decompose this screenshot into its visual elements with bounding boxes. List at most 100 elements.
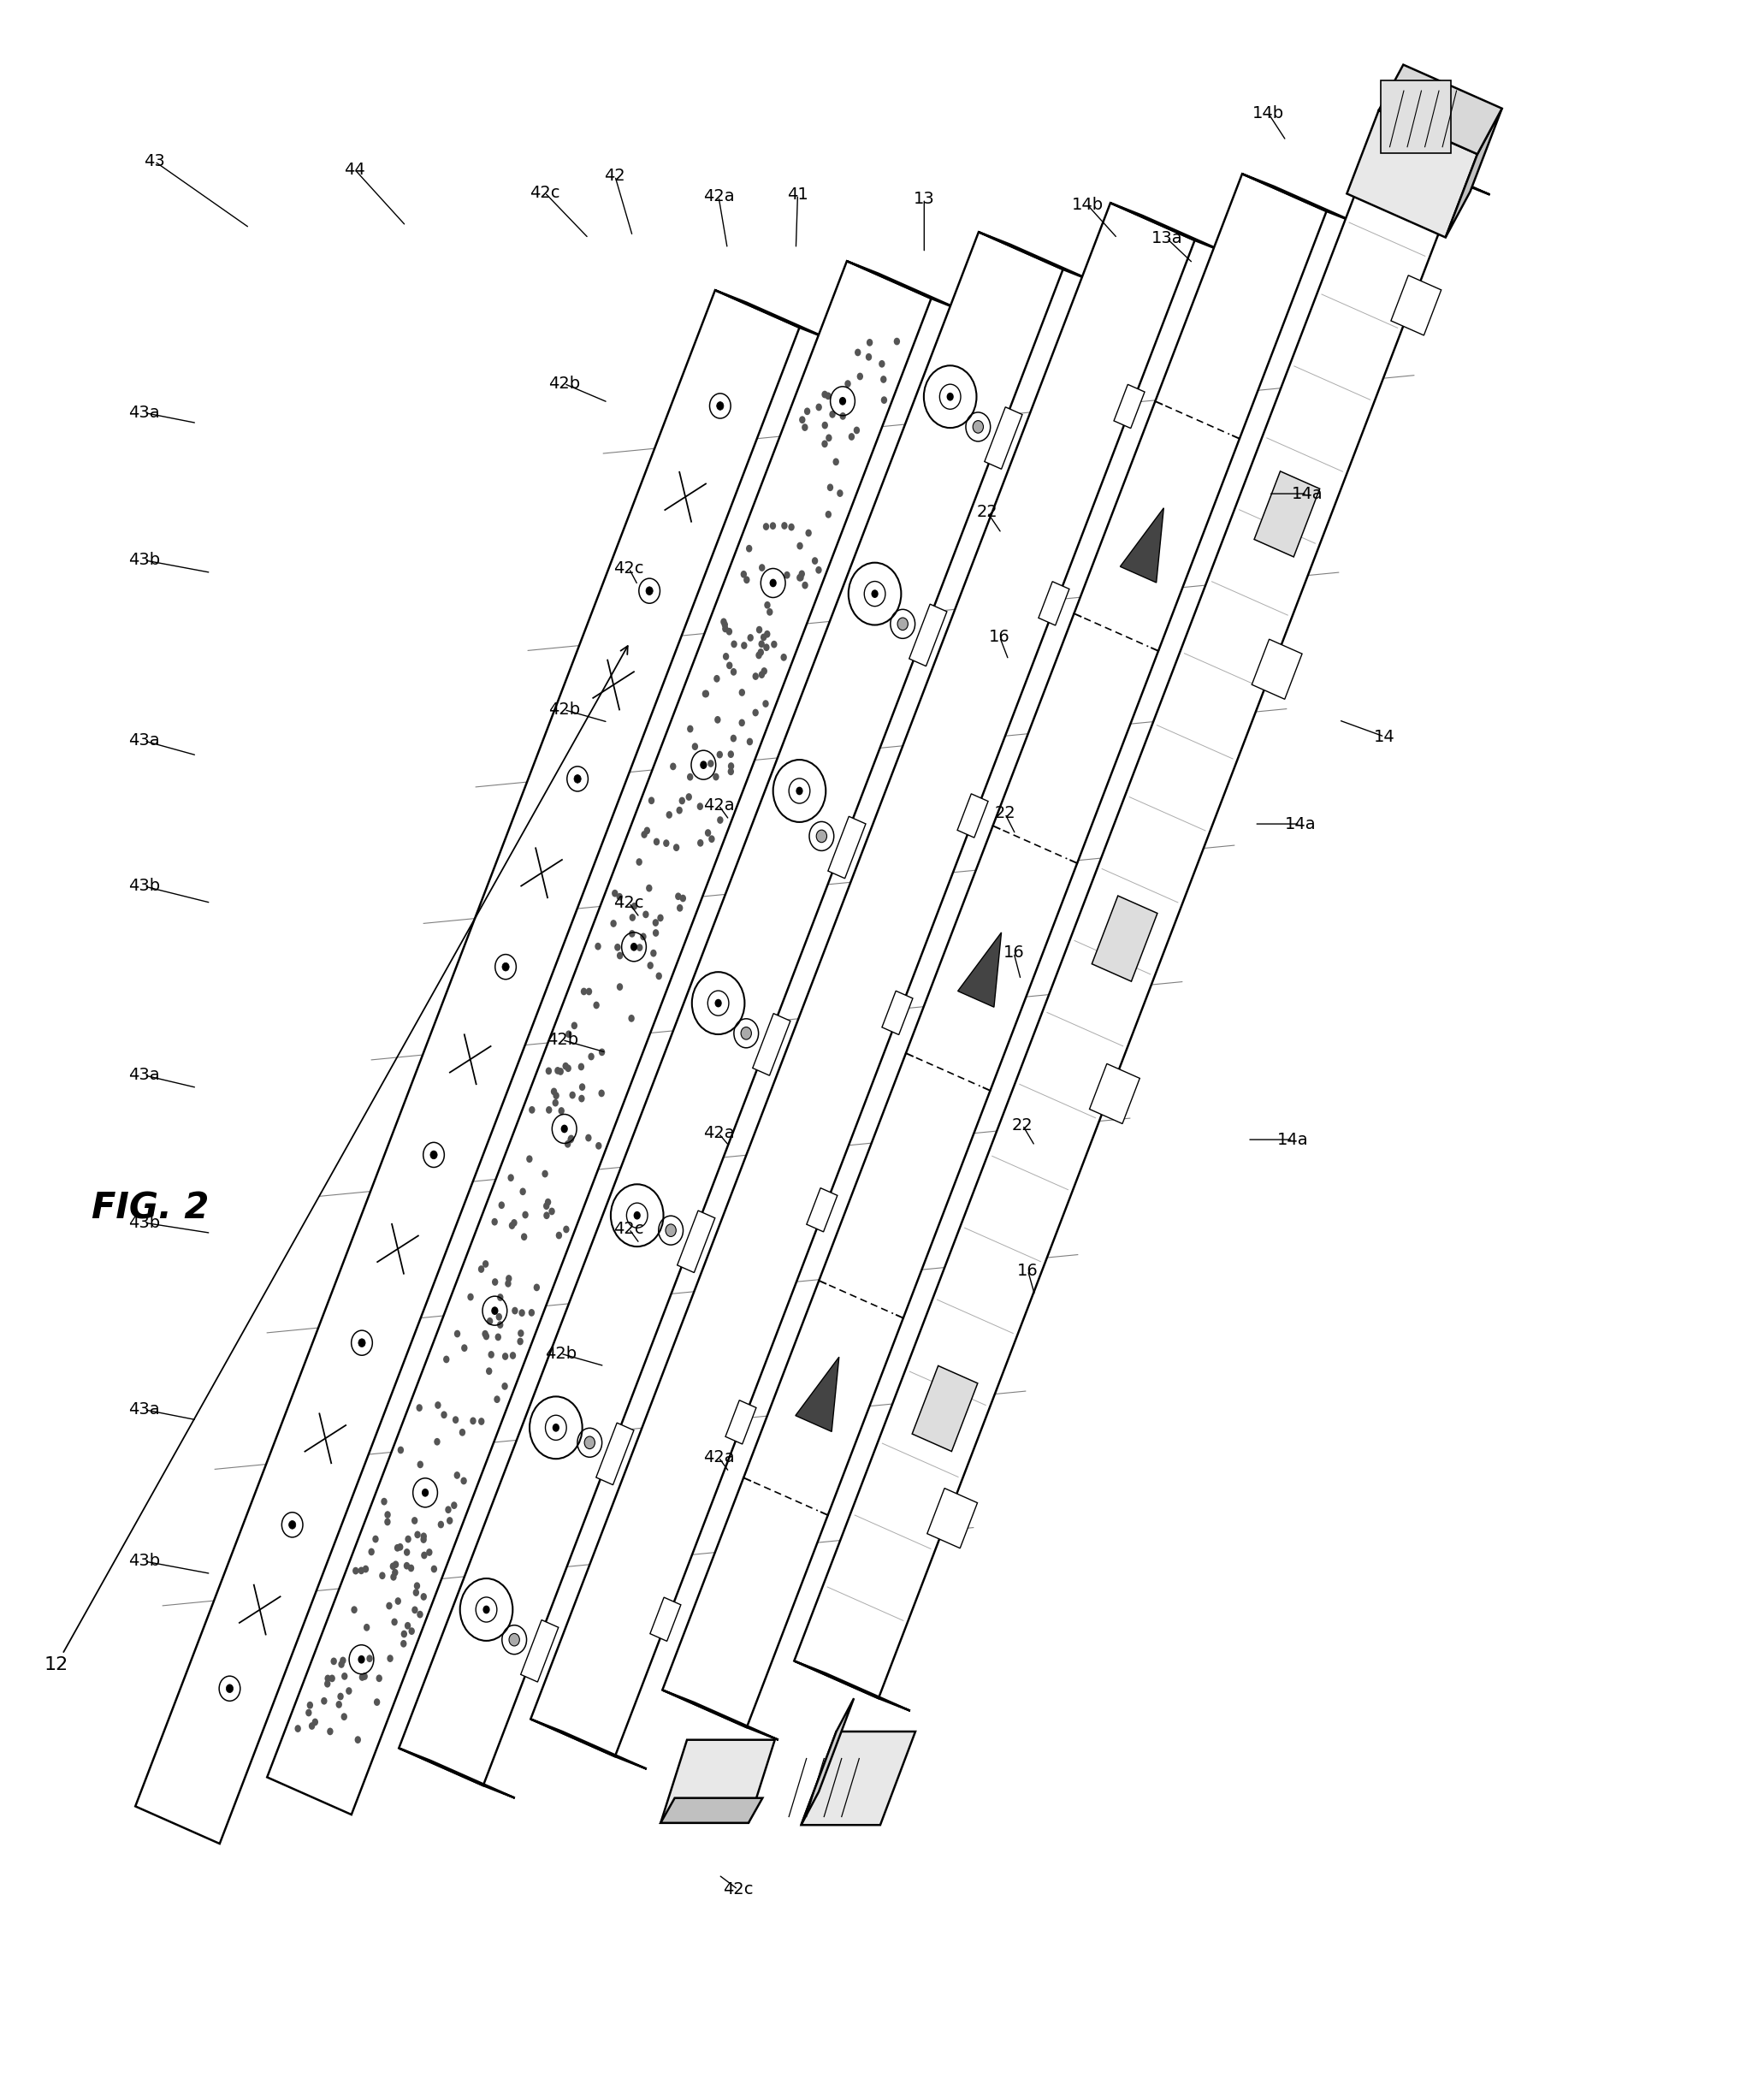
Circle shape: [721, 621, 729, 629]
Circle shape: [801, 423, 808, 431]
Circle shape: [579, 1063, 584, 1071]
Circle shape: [653, 929, 660, 936]
Circle shape: [342, 1673, 348, 1680]
Circle shape: [658, 915, 663, 921]
Circle shape: [729, 750, 734, 759]
Circle shape: [337, 1692, 344, 1701]
Circle shape: [557, 1067, 564, 1075]
Circle shape: [386, 1603, 392, 1609]
Text: 42a: 42a: [702, 796, 734, 813]
Polygon shape: [1445, 108, 1501, 238]
Circle shape: [630, 942, 637, 950]
Text: 42c: 42c: [723, 1882, 753, 1899]
Circle shape: [430, 1565, 437, 1573]
Circle shape: [637, 944, 642, 950]
Circle shape: [483, 1605, 490, 1613]
Circle shape: [517, 1330, 524, 1338]
Circle shape: [485, 1367, 492, 1375]
Circle shape: [702, 690, 709, 698]
Circle shape: [617, 952, 623, 959]
Circle shape: [404, 1621, 411, 1630]
Circle shape: [866, 340, 873, 346]
Text: 42a: 42a: [702, 188, 734, 204]
Circle shape: [614, 944, 621, 950]
Circle shape: [972, 421, 983, 433]
Circle shape: [815, 567, 822, 573]
Circle shape: [307, 1701, 314, 1709]
Circle shape: [617, 984, 623, 990]
Polygon shape: [662, 1740, 774, 1824]
Text: 42b: 42b: [549, 702, 580, 717]
Text: 42a: 42a: [702, 1125, 734, 1142]
Text: 13: 13: [914, 190, 935, 206]
Circle shape: [362, 1673, 367, 1680]
Circle shape: [379, 1571, 386, 1580]
Polygon shape: [1252, 640, 1302, 700]
Text: 43a: 43a: [129, 404, 161, 421]
Circle shape: [827, 483, 833, 492]
Circle shape: [632, 902, 637, 911]
Text: 42b: 42b: [547, 1032, 579, 1048]
Circle shape: [413, 1588, 420, 1596]
Circle shape: [878, 361, 886, 367]
Circle shape: [564, 1065, 572, 1071]
Circle shape: [570, 1092, 575, 1098]
Text: 42a: 42a: [702, 1448, 734, 1465]
Polygon shape: [520, 1619, 559, 1682]
Polygon shape: [827, 817, 866, 879]
Polygon shape: [1348, 110, 1478, 238]
Circle shape: [492, 1277, 497, 1286]
Polygon shape: [725, 1400, 757, 1444]
Circle shape: [764, 644, 769, 650]
Circle shape: [670, 763, 676, 771]
Circle shape: [415, 1532, 420, 1538]
Circle shape: [826, 511, 831, 519]
Circle shape: [434, 1400, 441, 1409]
Circle shape: [714, 675, 720, 681]
Polygon shape: [266, 260, 931, 1815]
Circle shape: [415, 1582, 420, 1590]
Circle shape: [799, 571, 804, 577]
Circle shape: [700, 761, 707, 769]
Circle shape: [579, 1084, 586, 1090]
Circle shape: [709, 836, 714, 842]
Circle shape: [557, 1107, 564, 1115]
Polygon shape: [399, 1748, 515, 1798]
Circle shape: [566, 1029, 572, 1038]
Circle shape: [612, 890, 617, 896]
Circle shape: [739, 719, 744, 727]
Circle shape: [543, 1202, 550, 1209]
Text: 42c: 42c: [529, 183, 559, 200]
Text: 43b: 43b: [129, 1215, 161, 1232]
Circle shape: [549, 1207, 556, 1215]
Circle shape: [640, 832, 647, 838]
Circle shape: [312, 1719, 318, 1726]
Circle shape: [656, 973, 662, 979]
Circle shape: [508, 1173, 513, 1182]
Circle shape: [554, 1067, 561, 1075]
Circle shape: [826, 433, 833, 442]
Circle shape: [720, 619, 727, 625]
Circle shape: [667, 811, 672, 819]
Circle shape: [568, 1136, 573, 1144]
Circle shape: [760, 634, 767, 642]
Circle shape: [430, 1150, 437, 1159]
Circle shape: [499, 1202, 505, 1209]
Circle shape: [697, 802, 704, 811]
Circle shape: [490, 1307, 497, 1315]
Circle shape: [353, 1567, 358, 1576]
Circle shape: [833, 458, 840, 465]
Circle shape: [686, 794, 691, 800]
Circle shape: [804, 408, 810, 415]
Circle shape: [543, 1211, 550, 1219]
Circle shape: [593, 1002, 600, 1009]
Circle shape: [564, 1140, 572, 1148]
Polygon shape: [596, 1423, 633, 1486]
Polygon shape: [1039, 581, 1069, 625]
Circle shape: [497, 1321, 503, 1330]
Text: FIG. 2: FIG. 2: [92, 1190, 208, 1225]
Circle shape: [746, 544, 751, 552]
Circle shape: [372, 1536, 379, 1542]
Circle shape: [679, 894, 686, 902]
Text: 42b: 42b: [545, 1346, 577, 1361]
